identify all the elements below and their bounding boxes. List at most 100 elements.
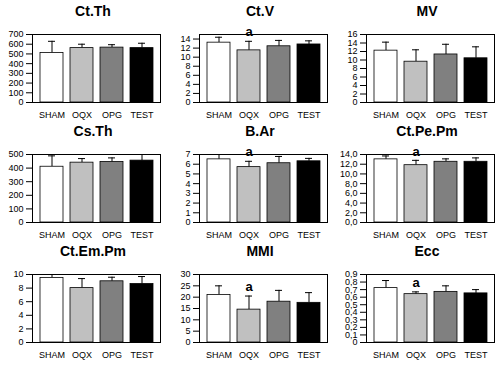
svg-text:15: 15 <box>180 303 190 313</box>
svg-text:TEST: TEST <box>297 350 321 360</box>
svg-text:TEST: TEST <box>297 230 321 240</box>
svg-text:400: 400 <box>8 163 23 173</box>
svg-text:7: 7 <box>185 149 190 159</box>
svg-text:SHAM: SHAM <box>39 230 65 240</box>
svg-text:SHAM: SHAM <box>206 230 232 240</box>
svg-text:0: 0 <box>18 217 23 227</box>
svg-text:0: 0 <box>18 97 23 107</box>
svg-text:SHAM: SHAM <box>373 350 399 360</box>
svg-text:100: 100 <box>8 88 23 98</box>
svg-text:OQX: OQX <box>239 110 259 120</box>
svg-text:3: 3 <box>185 188 190 198</box>
svg-text:1: 1 <box>185 208 190 218</box>
svg-text:a: a <box>412 275 420 290</box>
svg-text:2: 2 <box>185 88 190 98</box>
svg-text:SHAM: SHAM <box>39 110 65 120</box>
svg-text:10: 10 <box>13 269 23 279</box>
svg-text:5: 5 <box>185 326 190 336</box>
svg-text:10,0: 10,0 <box>340 169 358 179</box>
svg-text:0,9: 0,9 <box>345 269 358 279</box>
svg-text:a: a <box>245 279 253 294</box>
svg-text:a: a <box>245 24 253 39</box>
svg-text:TEST: TEST <box>464 230 488 240</box>
svg-text:12: 12 <box>180 43 190 53</box>
svg-text:OQX: OQX <box>72 110 92 120</box>
svg-text:12,0: 12,0 <box>340 159 358 169</box>
svg-text:500: 500 <box>8 149 23 159</box>
svg-text:100: 100 <box>8 204 23 214</box>
svg-text:0: 0 <box>18 337 23 347</box>
svg-text:8,0: 8,0 <box>345 179 358 189</box>
svg-text:OQX: OQX <box>239 230 259 240</box>
svg-text:OPG: OPG <box>436 110 456 120</box>
svg-text:SHAM: SHAM <box>206 110 232 120</box>
svg-text:4: 4 <box>185 79 190 89</box>
svg-text:OPG: OPG <box>102 230 122 240</box>
svg-text:a: a <box>245 144 253 159</box>
html-text:Cs.Th: Cs.Th <box>73 123 113 139</box>
svg-text:10: 10 <box>180 315 190 325</box>
svg-text:16: 16 <box>347 29 357 39</box>
html-text:Ct.V: Ct.V <box>246 3 274 19</box>
svg-text:20: 20 <box>180 292 190 302</box>
svg-text:14: 14 <box>180 34 190 44</box>
svg-text:25: 25 <box>180 281 190 291</box>
svg-text:OPG: OPG <box>269 230 289 240</box>
svg-text:SHAM: SHAM <box>373 230 399 240</box>
svg-text:300: 300 <box>8 68 23 78</box>
svg-text:OPG: OPG <box>436 230 456 240</box>
svg-text:TEST: TEST <box>130 230 154 240</box>
svg-text:4: 4 <box>18 310 23 320</box>
svg-text:TEST: TEST <box>130 350 154 360</box>
svg-text:OPG: OPG <box>436 350 456 360</box>
svg-text:OQX: OQX <box>406 110 426 120</box>
html-text:Ct.Th: Ct.Th <box>75 3 111 19</box>
svg-text:0: 0 <box>185 97 190 107</box>
svg-text:5: 5 <box>185 169 190 179</box>
svg-text:8: 8 <box>18 283 23 293</box>
svg-text:0: 0 <box>185 337 190 347</box>
svg-text:OQX: OQX <box>72 230 92 240</box>
svg-text:OPG: OPG <box>269 110 289 120</box>
svg-text:TEST: TEST <box>464 350 488 360</box>
svg-text:200: 200 <box>8 190 23 200</box>
svg-text:SHAM: SHAM <box>206 350 232 360</box>
svg-text:a: a <box>412 143 420 158</box>
html-text:Ct.Pe.Pm: Ct.Pe.Pm <box>396 123 458 139</box>
svg-text:4,0: 4,0 <box>345 198 358 208</box>
svg-text:2: 2 <box>18 324 23 334</box>
svg-text:OQX: OQX <box>72 350 92 360</box>
svg-text:6: 6 <box>18 297 23 307</box>
html-text:B.Ar: B.Ar <box>245 123 275 139</box>
svg-text:30: 30 <box>180 269 190 279</box>
svg-text:TEST: TEST <box>464 110 488 120</box>
svg-text:0: 0 <box>185 217 190 227</box>
svg-text:OQX: OQX <box>406 350 426 360</box>
svg-text:OPG: OPG <box>102 110 122 120</box>
svg-text:0,0: 0,0 <box>345 217 358 227</box>
svg-text:6: 6 <box>185 159 190 169</box>
svg-text:600: 600 <box>8 39 23 49</box>
svg-text:4: 4 <box>185 179 190 189</box>
svg-text:6: 6 <box>185 70 190 80</box>
svg-text:6,0: 6,0 <box>345 188 358 198</box>
svg-text:500: 500 <box>8 49 23 59</box>
svg-text:14,0: 14,0 <box>340 149 358 159</box>
svg-text:SHAM: SHAM <box>39 350 65 360</box>
svg-text:SHAM: SHAM <box>373 110 399 120</box>
svg-text:8: 8 <box>185 61 190 71</box>
svg-text:OPG: OPG <box>102 350 122 360</box>
svg-text:OQX: OQX <box>239 350 259 360</box>
svg-text:400: 400 <box>8 59 23 69</box>
svg-text:300: 300 <box>8 177 23 187</box>
svg-text:2,0: 2,0 <box>345 208 358 218</box>
svg-text:OPG: OPG <box>269 350 289 360</box>
svg-text:700: 700 <box>8 29 23 39</box>
svg-text:OQX: OQX <box>406 230 426 240</box>
svg-text:2: 2 <box>185 198 190 208</box>
html-text:MV: MV <box>416 3 438 19</box>
svg-text:TEST: TEST <box>297 110 321 120</box>
svg-text:TEST: TEST <box>130 110 154 120</box>
svg-text:10: 10 <box>180 52 190 62</box>
svg-text:200: 200 <box>8 78 23 88</box>
